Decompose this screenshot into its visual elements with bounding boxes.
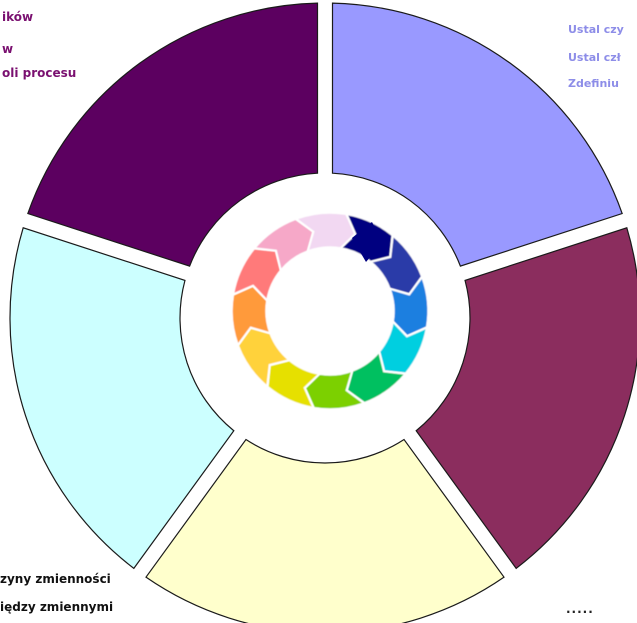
segment-measure xyxy=(415,227,637,570)
top-right-label-3: Zdefiniu xyxy=(568,77,619,90)
top-right-labels: Ustal czy Ustal czł Zdefiniu xyxy=(568,24,624,89)
top-left-labels: ików w oli procesu xyxy=(2,11,76,79)
top-left-label-2: w xyxy=(2,42,14,56)
top-right-label-2: Ustal czł xyxy=(568,51,621,64)
bottom-left-label-2: iędzy zmiennymi xyxy=(0,600,114,614)
top-right-label-1: Ustal czy xyxy=(568,23,624,36)
cycle-arrow-segment xyxy=(294,212,356,253)
cycle-arrows-icon xyxy=(231,212,429,410)
top-left-label-1: ików xyxy=(2,10,34,24)
top-left-label-3: oli procesu xyxy=(2,66,77,80)
bottom-right-label: ····· xyxy=(566,605,594,619)
cycle-arrowhead-icon xyxy=(352,222,382,262)
bottom-left-label-1: zyny zmienności xyxy=(0,572,111,586)
segment-improve xyxy=(9,227,235,570)
segment-analyze xyxy=(145,438,505,623)
segment-control xyxy=(27,2,319,267)
segment-define xyxy=(331,2,623,267)
bottom-left-labels: zyny zmienności iędzy zmiennymi xyxy=(0,573,113,613)
